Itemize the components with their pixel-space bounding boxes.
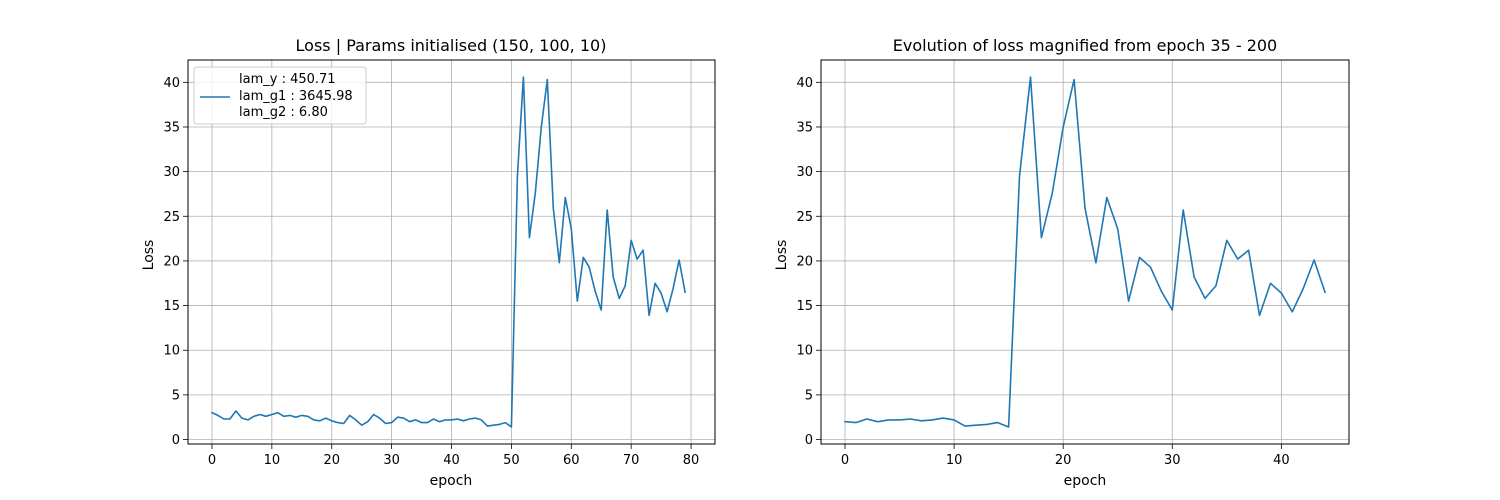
x-tick-label: 30 [1164,453,1181,468]
x-tick-label: 30 [383,453,400,468]
legend-box [193,66,367,125]
series-line-group [844,76,1327,428]
y-tick-label: 15 [163,299,180,314]
y-tick-label: 10 [163,344,180,359]
y-ticks: 0 5 10 15 20 25 30 35 40 [796,76,821,448]
y-tick-label: 40 [796,76,813,91]
x-tick-label: 40 [1273,453,1290,468]
y-tick-label: 5 [172,388,180,403]
y-tick-label: 25 [796,210,813,225]
y-tick-label: 25 [163,210,180,225]
x-tick-label: 20 [1055,453,1072,468]
loss-series-line [210,76,687,428]
x-tick-label: 70 [623,453,640,468]
series-line-group [210,76,687,428]
legend-entry: lam_y : 450.71 [239,72,336,87]
x-ticks: 0 10 20 30 40 50 60 70 80 [208,444,700,468]
chart-loss: Loss | Params initialised (150, 100, 10)… [141,36,716,489]
y-tick-label: 30 [796,165,813,180]
x-tick-label: 50 [503,453,520,468]
y-tick-label: 0 [172,433,180,448]
y-tick-label: 30 [163,165,180,180]
grid [821,60,1349,444]
legend-entry: lam_g2 : 6.80 [239,105,328,120]
y-tick-label: 40 [163,76,180,91]
legend-entry: lam_g1 : 3645.98 [239,89,353,104]
y-tick-label: 20 [163,254,180,269]
y-tick-label: 20 [796,254,813,269]
y-tick-label: 5 [805,388,813,403]
x-tick-label: 0 [841,453,849,468]
x-tick-label: 20 [323,453,340,468]
x-tick-label: 0 [208,453,216,468]
plot-frame [820,59,1350,445]
x-tick-label: 40 [443,453,460,468]
y-axis-label: Loss [774,240,790,271]
y-tick-label: 0 [805,433,813,448]
x-tick-label: 60 [563,453,580,468]
y-axis-label: Loss [141,240,157,271]
chart-title: Loss | Params initialised (150, 100, 10) [296,36,607,55]
y-tick-label: 10 [796,344,813,359]
x-axis-label: epoch [1064,473,1107,489]
y-tick-label: 15 [796,299,813,314]
y-tick-label: 35 [796,120,813,135]
chart-loss-magnified: Evolution of loss magnified from epoch 3… [774,36,1350,489]
chart-title: Evolution of loss magnified from epoch 3… [893,36,1277,55]
loss-series-line [844,76,1327,428]
x-ticks: 0 10 20 30 40 [841,444,1290,468]
x-tick-label: 10 [946,453,963,468]
y-ticks: 0 5 10 15 20 25 30 35 40 [163,76,188,448]
x-axis-label: epoch [430,473,473,489]
x-tick-label: 80 [683,453,700,468]
y-tick-label: 35 [163,120,180,135]
legend: lam_y : 450.71 lam_g1 : 3645.98 lam_g2 :… [193,66,367,125]
x-tick-label: 10 [264,453,281,468]
